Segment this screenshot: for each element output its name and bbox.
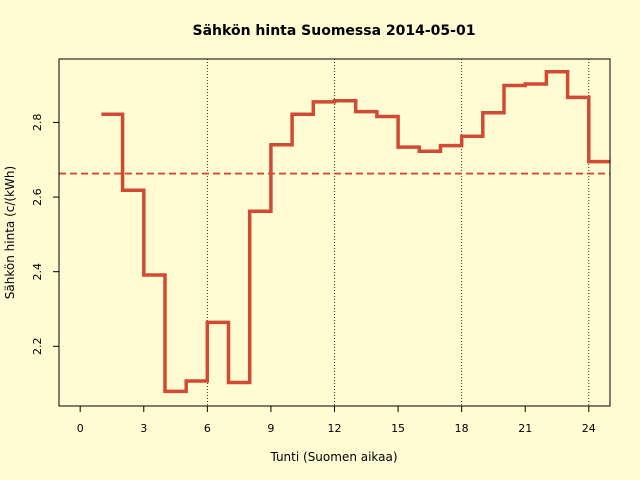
y-axis-label: Sähkön hinta (c/(kWh) [3,166,17,299]
x-tick-label-24: 24 [582,422,596,435]
x-axis-label: Tunti (Suomen aikaa) [269,450,397,464]
series-group [101,69,610,394]
chart-title: Sähkön hinta Suomessa 2014-05-01 [193,23,476,39]
x-tick-label-6: 6 [204,422,211,435]
x-tick-label-12: 12 [328,422,342,435]
y-tick-label-2.2: 2.2 [31,338,44,356]
y-tick-label-2.6: 2.6 [31,188,44,206]
vertical-gridlines [206,59,590,406]
series-line-0 [101,69,610,394]
x-tick-label-15: 15 [391,422,405,435]
x-axis: 0 3 6 9 12 15 18 21 24 [77,406,596,435]
y-axis: 2.2 2.4 2.6 2.8 [31,114,59,355]
x-tick-label-0: 0 [77,422,84,435]
x-tick-label-9: 9 [267,422,274,435]
y-tick-label-2.8: 2.8 [31,114,44,131]
x-tick-label-18: 18 [455,422,469,435]
x-tick-label-21: 21 [518,422,532,435]
y-tick-label-2.4: 2.4 [31,263,44,281]
x-tick-label-3: 3 [140,422,147,435]
